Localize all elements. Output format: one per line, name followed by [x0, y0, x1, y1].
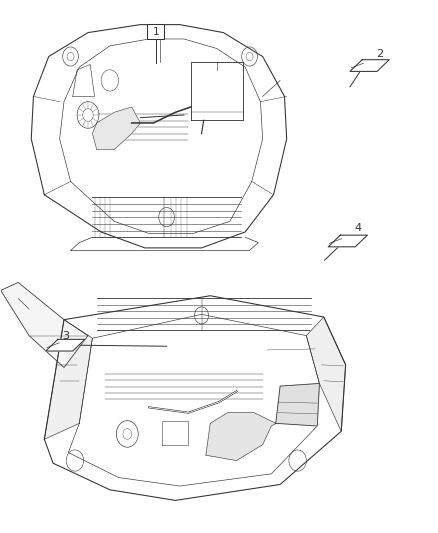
Polygon shape — [46, 340, 85, 351]
Text: 2: 2 — [376, 49, 383, 59]
Bar — [148, 24, 164, 39]
Polygon shape — [306, 317, 346, 431]
Polygon shape — [92, 107, 141, 150]
Text: 1: 1 — [152, 27, 159, 37]
Text: 4: 4 — [354, 223, 361, 233]
Polygon shape — [350, 60, 389, 71]
Polygon shape — [206, 413, 276, 461]
Polygon shape — [44, 320, 92, 439]
Polygon shape — [328, 235, 367, 247]
Polygon shape — [276, 383, 319, 426]
Text: 3: 3 — [62, 330, 69, 341]
Polygon shape — [1, 282, 88, 368]
